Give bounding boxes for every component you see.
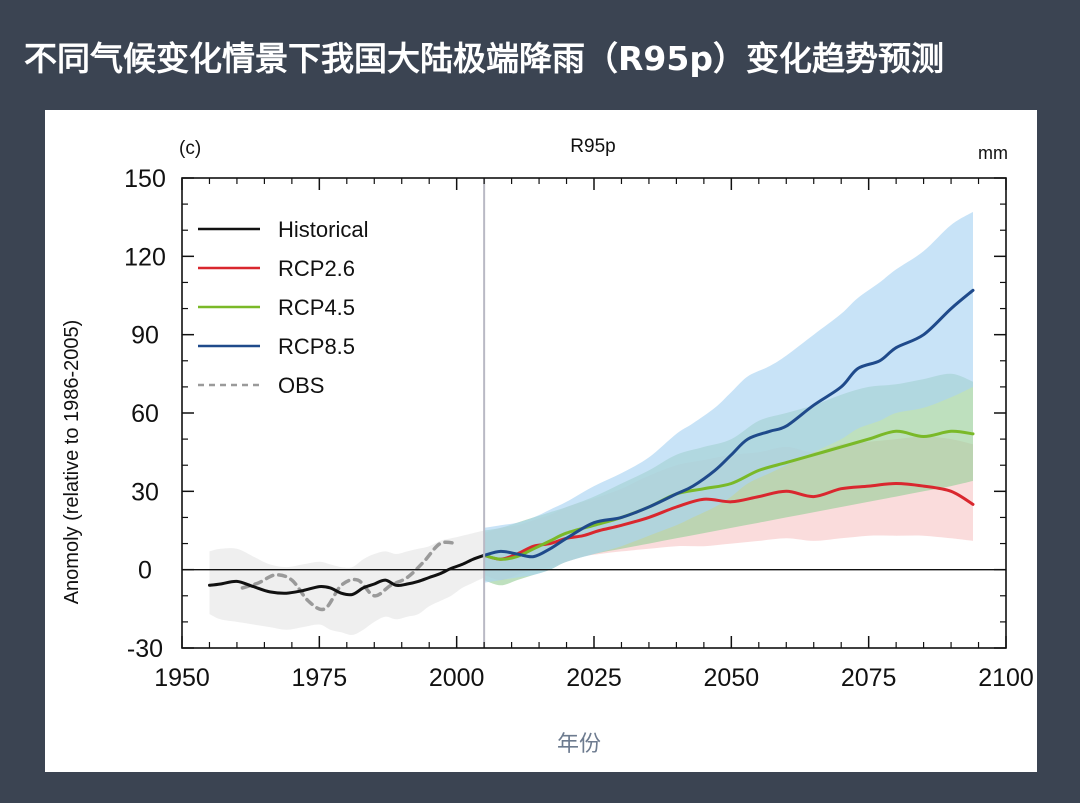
units-label: mm [978,143,1008,163]
y-tick-label: -30 [127,635,163,663]
x-tick-label: 2050 [704,664,760,692]
uncertainty-bands [209,211,973,635]
x-tick-label: 2075 [841,664,897,692]
y-tick-label: 0 [138,557,152,585]
legend-label-rcp45: RCP4.5 [278,295,355,320]
y-tick-label: 60 [131,400,159,428]
legend-label-rcp85: RCP8.5 [278,334,355,359]
y-tick-label: 150 [124,165,166,193]
line-obs [240,540,459,612]
x-tick-label: 2100 [978,664,1034,692]
x-tick-label: 2000 [429,664,485,692]
panel-label: (c) [179,138,201,159]
line-rcp85 [482,288,975,559]
y-tick-label: 90 [131,322,159,350]
band-rcp85 [484,211,973,583]
line-rcp45 [482,429,975,561]
chart-panel: 1950 1975 2000 2025 2050 2075 2100 -30 0 30 60 90 12… [45,110,1037,772]
r95p-chart: 1950 1975 2000 2025 2050 2075 2100 -30 0 30 60 90 12… [61,136,1034,756]
x-tick-label: 1950 [154,664,210,692]
x-axis-label: 年份 [557,731,601,756]
series-lines [208,288,975,612]
legend: Historical RCP2.6 RCP4.5 RCP8.5 OBS [198,217,368,398]
x-tick-label: 1975 [292,664,348,692]
legend-label-obs: OBS [278,373,324,398]
y-tick-label: 120 [124,243,166,271]
axes: 1950 1975 2000 2025 2050 2075 2100 -30 0 30 60 90 12… [124,165,1034,692]
line-historical [208,553,486,597]
legend-label-rcp26: RCP2.6 [278,256,355,281]
x-tick-label: 2025 [566,664,622,692]
y-tick-label: 30 [131,478,159,506]
legend-label-historical: Historical [278,217,368,242]
slide-title: 不同气候变化情景下我国大陆极端降雨（R95p）变化趋势预测 [24,39,944,78]
chart-title: R95p [570,136,615,157]
y-axis-label: Anomoly (relative to 1986-2005) [61,320,83,605]
